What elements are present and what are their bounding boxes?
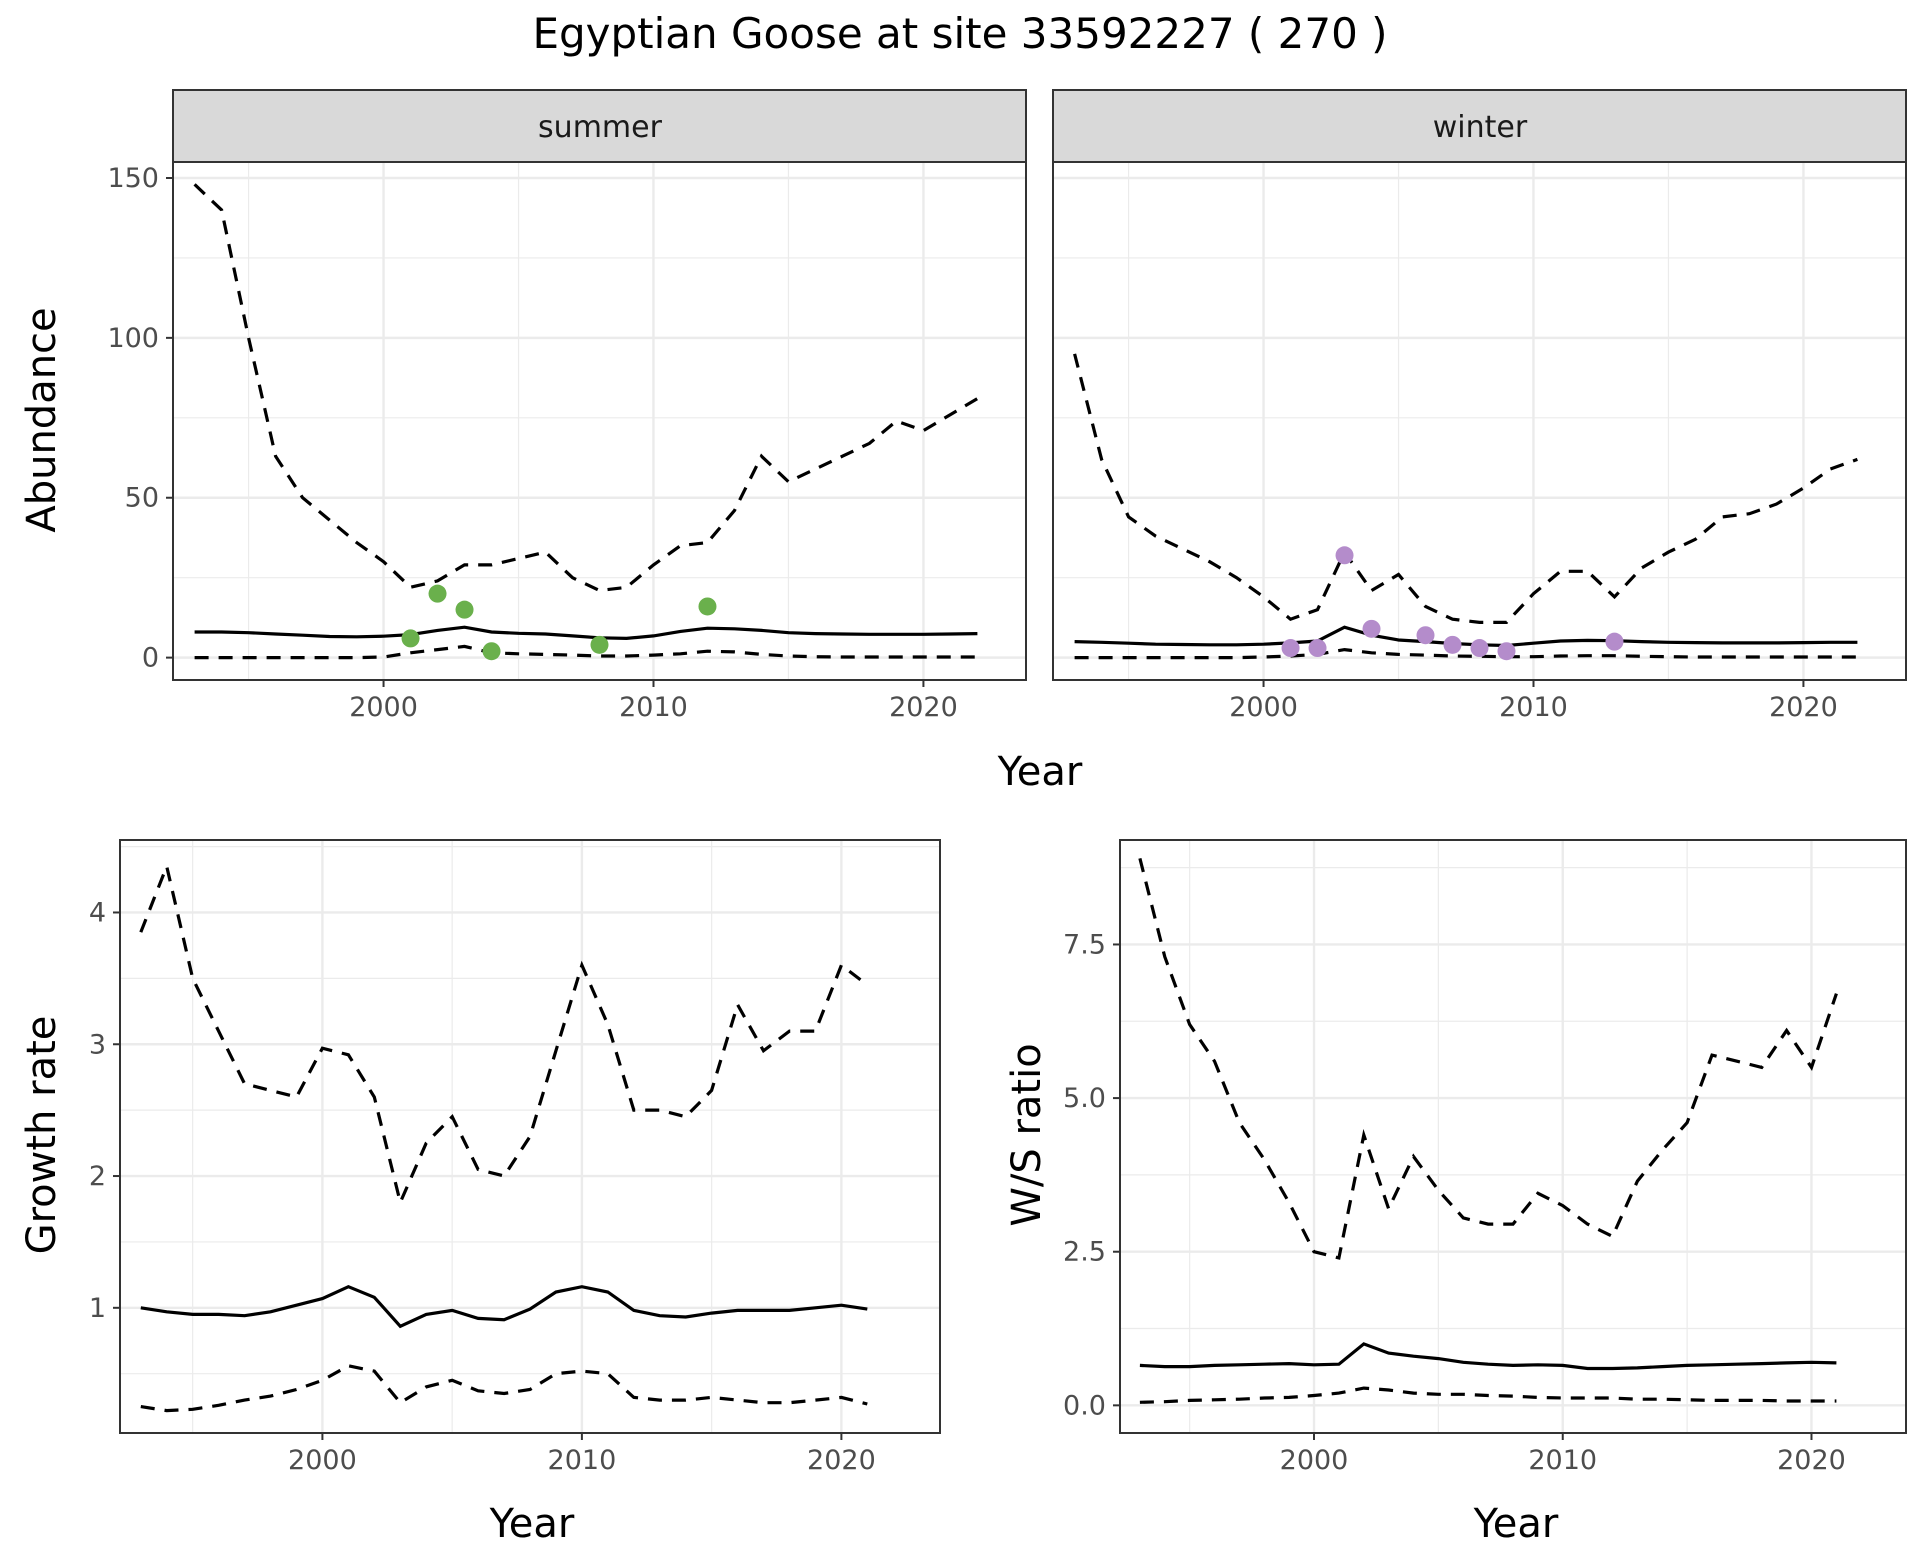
winter-data-point bbox=[1416, 626, 1435, 645]
summer-x-tick-label: 2010 bbox=[619, 692, 688, 723]
growth-series-line-1 bbox=[140, 1284, 868, 1329]
ratio-series-line-0 bbox=[1138, 858, 1838, 1260]
panel-growth-rate: 2000 2010 2020 1 2 3 4 bbox=[89, 839, 941, 1476]
strip-label-winter: winter bbox=[1433, 110, 1528, 145]
summer-y-tick-label: 50 bbox=[125, 483, 159, 514]
summer-series-line-0 bbox=[193, 183, 979, 593]
winter-data-point bbox=[1281, 639, 1300, 658]
winter-x-tick-label: 2010 bbox=[1499, 692, 1568, 723]
summer-y-tick-label: 0 bbox=[142, 643, 159, 674]
winter-data-point bbox=[1335, 546, 1354, 565]
summer-data-point bbox=[428, 584, 447, 603]
ratio-y-tick-label: 7.5 bbox=[1063, 929, 1106, 960]
x-axis-title-ratio: Year bbox=[1473, 1501, 1559, 1547]
figure-title: Egyptian Goose at site 33592227 ( 270 ) bbox=[532, 9, 1387, 58]
strip-winter bbox=[1052, 89, 1907, 163]
winter-series-line-2 bbox=[1074, 647, 1858, 660]
x-axis-title-abundance: Year bbox=[997, 749, 1083, 795]
winter-x-tick-label: 2020 bbox=[1769, 692, 1838, 723]
panel-abundance-summer: summer 2000 2010 2020 0 50 100 150 bbox=[107, 89, 1027, 723]
growth-series-line-2 bbox=[140, 1364, 868, 1413]
winter-x-tick-label: 2000 bbox=[1229, 692, 1298, 723]
summer-series-line-2 bbox=[194, 644, 978, 660]
ratio-y-tick-label: 5.0 bbox=[1063, 1083, 1106, 1114]
summer-x-tick-label: 2000 bbox=[349, 692, 418, 723]
summer-y-tick-label: 150 bbox=[107, 163, 159, 194]
summer-data-point bbox=[590, 635, 609, 654]
strip-summer bbox=[172, 89, 1027, 163]
growth-y-tick-label: 2 bbox=[89, 1161, 106, 1192]
winter-data-point bbox=[1470, 639, 1489, 658]
winter-data-point bbox=[1443, 635, 1462, 654]
growth-x-tick-label: 2020 bbox=[807, 1445, 876, 1476]
panel-ws-ratio: 2000 2010 2020 0.0 2.5 5.0 7.5 bbox=[1063, 839, 1907, 1476]
ratio-series-line-1 bbox=[1139, 1342, 1837, 1371]
summer-data-point bbox=[482, 642, 501, 661]
ratio-x-tick-label: 2000 bbox=[1280, 1445, 1349, 1476]
summer-x-tick-label: 2020 bbox=[889, 692, 958, 723]
winter-data-point bbox=[1362, 619, 1381, 638]
winter-series-line-1 bbox=[1074, 625, 1858, 648]
y-axis-title-ratio: W/S ratio bbox=[1004, 1043, 1050, 1226]
ratio-x-tick-label: 2010 bbox=[1528, 1445, 1597, 1476]
x-axis-title-growth: Year bbox=[489, 1501, 575, 1547]
summer-data-point bbox=[455, 600, 474, 619]
growth-y-tick-label: 3 bbox=[89, 1029, 106, 1060]
summer-series-line-1 bbox=[194, 625, 978, 641]
winter-data-point bbox=[1497, 642, 1516, 661]
growth-x-tick-label: 2000 bbox=[288, 1445, 357, 1476]
ratio-y-tick-label: 2.5 bbox=[1063, 1237, 1106, 1268]
growth-border bbox=[119, 839, 941, 1434]
growth-series-line-0 bbox=[139, 861, 869, 1208]
summer-data-point bbox=[698, 597, 717, 616]
winter-border bbox=[1052, 161, 1907, 681]
winter-series-line-0 bbox=[1073, 353, 1858, 624]
ratio-y-tick-label: 0.0 bbox=[1063, 1390, 1106, 1421]
winter-data-point bbox=[1308, 639, 1327, 658]
y-axis-title-abundance: Abundance bbox=[19, 307, 65, 532]
ratio-series-line-2 bbox=[1139, 1386, 1837, 1404]
winter-data-point bbox=[1605, 632, 1624, 651]
growth-y-tick-label: 1 bbox=[89, 1293, 106, 1324]
summer-data-point bbox=[401, 629, 420, 648]
panel-abundance-winter: winter 2000 2010 2020 bbox=[1052, 89, 1907, 723]
growth-x-tick-label: 2010 bbox=[548, 1445, 617, 1476]
ratio-border bbox=[1119, 839, 1907, 1434]
growth-y-tick-label: 4 bbox=[89, 897, 106, 928]
strip-label-summer: summer bbox=[538, 110, 663, 145]
summer-y-tick-label: 100 bbox=[107, 323, 159, 354]
summer-border bbox=[172, 161, 1027, 681]
y-axis-title-growth: Growth rate bbox=[19, 1016, 65, 1255]
ratio-x-tick-label: 2020 bbox=[1777, 1445, 1846, 1476]
